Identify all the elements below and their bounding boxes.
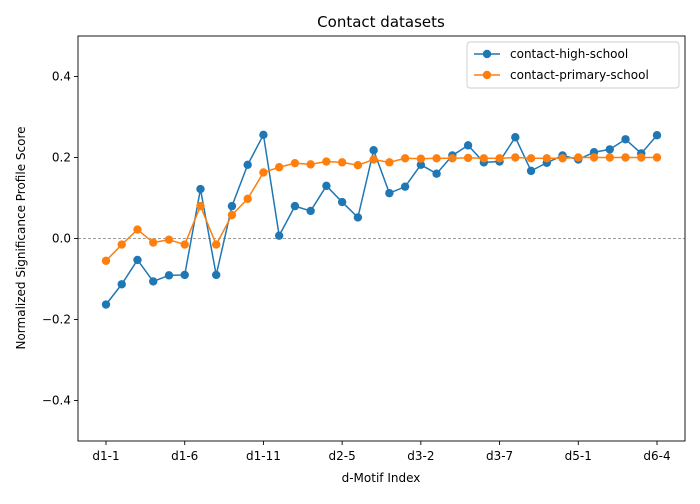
y-axis-label: Normalized Significance Profile Score [14, 126, 28, 349]
x-tick-label-5: d3-7 [486, 449, 513, 463]
data-point-s1-31 [589, 153, 599, 162]
legend-marker-0 [482, 49, 492, 59]
data-point-s0-19 [400, 182, 410, 191]
data-point-s1-14 [322, 157, 331, 166]
data-point-s1-11 [274, 163, 284, 172]
data-point-s1-16 [353, 160, 363, 170]
x-tick-label-7: d6-4 [643, 449, 670, 463]
x-tick-label-1: d1-6 [171, 449, 198, 463]
data-point-s0-4 [164, 271, 174, 280]
data-point-s0-12 [290, 201, 300, 211]
data-point-s0-26 [511, 133, 520, 142]
legend-marker-1 [482, 70, 492, 80]
data-point-s0-2 [133, 255, 142, 265]
data-point-s0-9 [243, 160, 252, 169]
data-point-s1-29 [558, 154, 567, 163]
data-point-s1-23 [463, 153, 473, 163]
data-point-s0-1 [117, 280, 126, 289]
data-point-s0-3 [149, 277, 158, 286]
data-point-s1-24 [479, 154, 489, 163]
data-point-s1-21 [432, 154, 441, 163]
data-point-s1-2 [133, 225, 142, 234]
data-point-s1-8 [227, 210, 237, 220]
data-point-s0-18 [385, 188, 394, 198]
data-point-s1-26 [511, 153, 520, 162]
data-point-s1-19 [400, 154, 410, 163]
data-point-s0-6 [196, 184, 205, 194]
chart-title: Contact datasets [317, 13, 445, 31]
y-tick-label-1: −0.2 [42, 313, 71, 327]
data-point-s1-13 [306, 160, 315, 169]
data-point-s1-9 [243, 194, 252, 204]
data-point-s0-13 [306, 206, 315, 216]
x-axis-label: d-Motif Index [342, 471, 421, 485]
data-point-s1-7 [212, 240, 221, 249]
data-point-s1-6 [196, 201, 205, 211]
plot-layer: −0.4 −0.2 0.0 0.2 0.4 d1-1 d1-6 d1-11 d2-5 d3-2 d3… [42, 35, 686, 463]
data-point-s1-33 [621, 153, 630, 162]
data-point-s1-22 [448, 154, 457, 163]
data-point-s1-12 [290, 158, 300, 168]
data-point-s1-10 [259, 168, 268, 177]
data-point-s0-11 [274, 231, 284, 240]
data-point-s1-27 [526, 154, 536, 163]
data-point-s1-28 [542, 154, 551, 163]
data-point-s1-3 [149, 238, 158, 247]
data-point-s0-21 [432, 169, 441, 178]
legend-label-0: contact-high-school [510, 47, 628, 61]
data-point-s1-34 [637, 153, 646, 162]
y-tick-label-3: 0.2 [52, 151, 71, 165]
data-point-s0-0 [101, 300, 111, 309]
y-tick-label-4: 0.4 [52, 70, 71, 84]
data-point-s1-15 [337, 158, 347, 167]
data-point-s0-8 [227, 201, 237, 211]
data-point-s0-5 [180, 270, 189, 280]
x-tick-label-0: d1-1 [92, 449, 119, 463]
data-point-s1-20 [416, 154, 426, 163]
data-point-s0-20 [416, 160, 426, 169]
data-point-s1-4 [164, 235, 174, 244]
data-point-s1-5 [180, 240, 189, 249]
data-point-s0-32 [605, 145, 614, 154]
data-point-s1-17 [369, 155, 378, 164]
data-point-s0-23 [463, 141, 473, 150]
data-point-s1-35 [652, 153, 662, 162]
y-tick-label-2: 0.0 [52, 232, 71, 246]
data-point-s0-33 [621, 135, 630, 144]
data-point-s1-1 [117, 240, 126, 249]
data-point-s1-32 [605, 153, 614, 162]
data-point-s0-14 [322, 181, 331, 191]
legend-label-1: contact-primary-school [510, 68, 649, 82]
data-point-s0-16 [353, 213, 363, 222]
data-point-s0-17 [369, 146, 378, 155]
data-point-s0-15 [337, 197, 347, 207]
data-point-s1-18 [385, 158, 394, 167]
data-point-s0-10 [259, 130, 268, 140]
x-tick-label-4: d3-2 [407, 449, 434, 463]
data-point-s0-27 [526, 166, 536, 176]
data-point-s1-25 [495, 154, 504, 163]
y-tick-label-0: −0.4 [42, 394, 71, 408]
x-tick-label-6: d5-1 [565, 449, 592, 463]
data-point-s0-35 [652, 131, 662, 140]
x-tick-label-3: d2-5 [329, 449, 356, 463]
data-point-s0-7 [212, 270, 221, 280]
data-point-s1-0 [101, 256, 111, 265]
data-point-s1-30 [574, 153, 583, 162]
legend-box [466, 41, 680, 89]
x-tick-label-2: d1-11 [246, 449, 281, 463]
